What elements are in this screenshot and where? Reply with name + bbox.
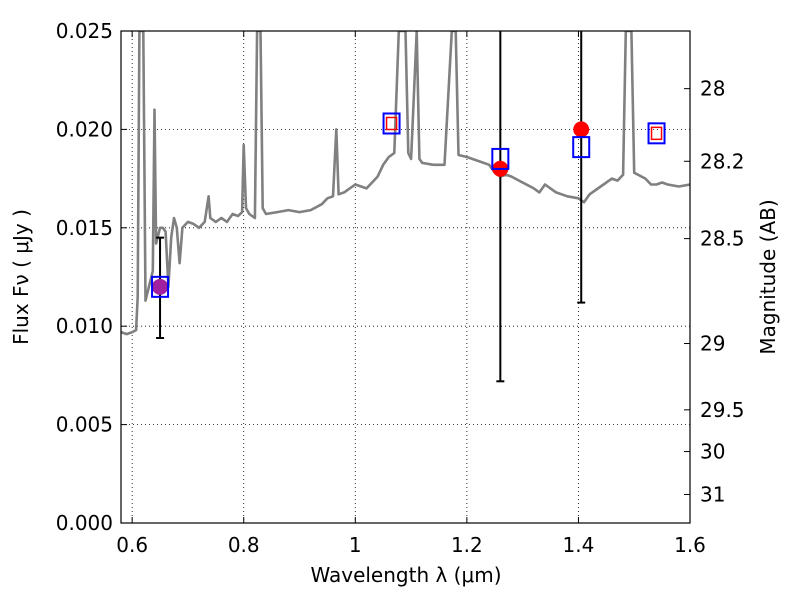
y-tick-label: 0.005 [56,413,113,437]
plot-area [121,31,690,383]
model-box [382,112,401,135]
y-tick-label: 0.015 [56,216,113,240]
gridlines [121,30,691,524]
right-tick-label: 30 [700,440,725,464]
y-axis-label: Flux Fν ( μJy ) [9,209,33,345]
observed-point [152,278,169,295]
model-box [151,275,170,298]
model-box-inner [385,116,398,131]
right-axis-label: Magnitude (AB) [756,199,780,354]
y-tick-label: 0.025 [56,19,113,43]
axis-ticks: 0.6 0.8 1 1.2 1.4 1.6 0.000 0.005 0.010 0.015 0.02… [56,19,745,557]
model-box [647,122,666,145]
y-tick-label: 0.020 [56,117,113,141]
x-tick-label: 1.6 [674,533,706,557]
x-tick-label: 1 [349,533,362,557]
x-tick-label: 1.4 [563,533,595,557]
model-box [572,136,591,159]
y-tick-label: 0.010 [56,314,113,338]
x-axis-label: Wavelength λ (μm) [310,563,501,587]
right-tick-label: 28.2 [700,149,745,173]
x-tick-label: 1.2 [451,533,483,557]
observed-point [573,121,590,138]
x-tick-label: 0.6 [116,533,148,557]
plot-frame [120,30,691,524]
y-tick-label: 0.000 [56,511,113,535]
x-tick-label: 0.8 [228,533,260,557]
right-tick-label: 29 [700,332,725,356]
model-box [491,147,510,170]
model-box-inner [650,126,663,141]
right-tick-label: 28 [700,77,725,101]
spectrum-line [121,31,690,336]
right-tick-label: 29.5 [700,398,745,422]
right-tick-label: 31 [700,482,725,506]
right-tick-label: 28.5 [700,227,745,251]
